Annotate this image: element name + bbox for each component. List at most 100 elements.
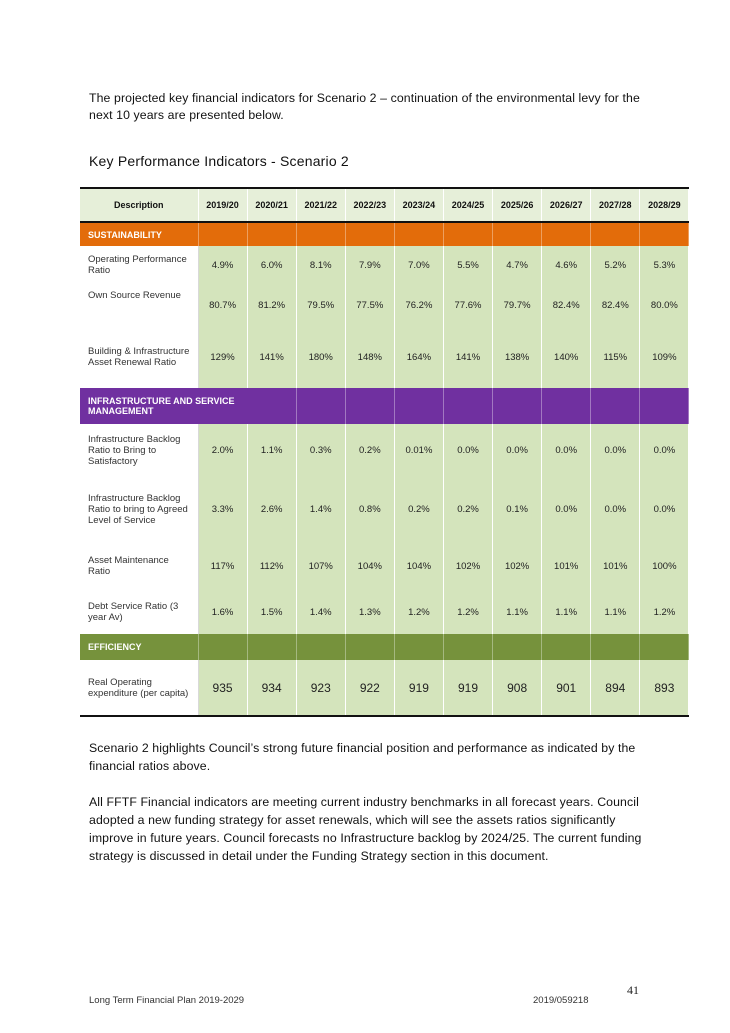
value-cell: 923 [296,660,346,717]
value-cell: 908 [492,660,543,717]
value-cell: 1.2% [443,590,494,634]
value-cell: 141% [247,326,297,388]
value-cell: 0.0% [639,476,690,542]
value-cell: 0.2% [345,424,395,476]
table-row: Debt Service Ratio (3 year Av) 1.6% 1.5%… [80,590,690,634]
value-cell: 2.0% [198,424,248,476]
value-cell: 5.5% [443,246,494,284]
value-cell: 82.4% [541,284,592,326]
value-cell: 919 [394,660,444,717]
value-cell: 0.0% [541,424,592,476]
value-cell: 1.5% [247,590,297,634]
row-label: Infrastructure Backlog Ratio to Bring to… [80,424,199,476]
row-label: Debt Service Ratio (3 year Av) [80,590,199,634]
page-number: 41 [627,983,639,997]
value-cell: 77.5% [345,284,395,326]
table-row: Building & Infrastructure Asset Renewal … [80,326,690,388]
value-cell: 0.3% [296,424,346,476]
value-cell: 0.0% [590,424,641,476]
indicators-paragraph: All FFTF Financial indicators are meetin… [89,795,642,863]
row-label: Asset Maintenance Ratio [80,542,199,590]
value-cell: 115% [590,326,641,388]
section-title: EFFICIENCY [80,634,199,660]
year-header: 2024/25 [443,187,494,223]
kpi-table: Description 2019/20 2020/21 2021/22 2022… [80,187,690,717]
value-cell: 7.9% [345,246,395,284]
value-cell: 102% [443,542,494,590]
value-cell: 919 [443,660,494,717]
value-cell: 0.8% [345,476,395,542]
row-label: Infrastructure Backlog Ratio to bring to… [80,476,199,542]
value-cell: 0.2% [394,476,444,542]
value-cell: 107% [296,542,346,590]
value-cell: 1.1% [247,424,297,476]
year-header: 2025/26 [492,187,543,223]
value-cell: 0.1% [492,476,543,542]
value-cell: 0.0% [443,424,494,476]
footer-reference: 2019/059218 [533,995,589,1006]
value-cell: 140% [541,326,592,388]
value-cell: 77.6% [443,284,494,326]
value-cell: 141% [443,326,494,388]
section-row-sustainability: SUSTAINABILITY [80,222,690,246]
value-cell: 8.1% [296,246,346,284]
value-cell: 1.1% [492,590,543,634]
value-cell: 4.7% [492,246,543,284]
value-cell: 79.5% [296,284,346,326]
value-cell: 76.2% [394,284,444,326]
value-cell: 6.0% [247,246,297,284]
year-header: 2022/23 [345,187,395,223]
value-cell: 81.2% [247,284,297,326]
value-cell: 82.4% [590,284,641,326]
table-row: Real Operating expenditure (per capita) … [80,660,690,717]
value-cell: 180% [296,326,346,388]
year-header: 2028/29 [639,187,690,223]
value-cell: 148% [345,326,395,388]
section-row-efficiency: EFFICIENCY [80,634,690,660]
year-header: 2026/27 [541,187,592,223]
section-row-infrastructure: INFRASTRUCTURE AND SERVICE MANAGEMENT [80,388,690,424]
value-cell: 893 [639,660,690,717]
value-cell: 0.2% [443,476,494,542]
value-cell: 1.1% [590,590,641,634]
value-cell: 0.0% [541,476,592,542]
value-cell: 4.9% [198,246,248,284]
row-label: Real Operating expenditure (per capita) [80,660,199,717]
value-cell: 3.3% [198,476,248,542]
description-header: Description [80,187,199,223]
value-cell: 1.2% [394,590,444,634]
value-cell: 1.1% [541,590,592,634]
value-cell: 0.0% [639,424,690,476]
value-cell: 894 [590,660,641,717]
row-label: Own Source Revenue [80,284,199,326]
value-cell: 5.2% [590,246,641,284]
value-cell: 1.2% [639,590,690,634]
value-cell: 1.4% [296,590,346,634]
value-cell: 129% [198,326,248,388]
value-cell: 0.01% [394,424,444,476]
value-cell: 80.0% [639,284,690,326]
value-cell: 101% [590,542,641,590]
value-cell: 117% [198,542,248,590]
table-row: Infrastructure Backlog Ratio to Bring to… [80,424,690,476]
summary-paragraph: Scenario 2 highlights Council’s strong f… [89,741,636,773]
year-header: 2023/24 [394,187,444,223]
intro-paragraph: The projected key financial indicators f… [89,91,640,122]
table-row: Own Source Revenue 80.7% 81.2% 79.5% 77.… [80,284,690,326]
value-cell: 0.0% [590,476,641,542]
value-cell: 0.0% [492,424,543,476]
value-cell: 1.3% [345,590,395,634]
value-cell: 100% [639,542,690,590]
year-header: 2020/21 [247,187,297,223]
value-cell: 112% [247,542,297,590]
value-cell: 7.0% [394,246,444,284]
value-cell: 935 [198,660,248,717]
table-row: Infrastructure Backlog Ratio to bring to… [80,476,690,542]
value-cell: 138% [492,326,543,388]
header-row: Description 2019/20 2020/21 2021/22 2022… [80,187,690,223]
table-row: Operating Performance Ratio 4.9% 6.0% 8.… [80,246,690,284]
footer-document-title: Long Term Financial Plan 2019-2029 [89,995,245,1006]
row-label: Operating Performance Ratio [80,246,199,284]
value-cell: 104% [345,542,395,590]
value-cell: 934 [247,660,297,717]
